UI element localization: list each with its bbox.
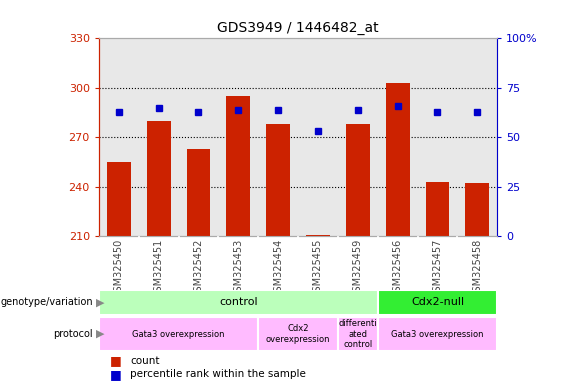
Bar [466, 184, 489, 236]
Bar [378, 317, 497, 351]
Text: GSM325458: GSM325458 [472, 239, 483, 298]
Text: ▶: ▶ [96, 329, 105, 339]
Bar [227, 96, 250, 236]
Bar [107, 162, 131, 236]
Bar [338, 317, 378, 351]
Bar [346, 124, 370, 236]
Text: GSM325459: GSM325459 [353, 239, 363, 298]
Text: genotype/variation: genotype/variation [1, 297, 93, 308]
Bar [306, 235, 330, 236]
Text: count: count [130, 356, 159, 366]
Text: differenti
ated
control: differenti ated control [338, 319, 377, 349]
Title: GDS3949 / 1446482_at: GDS3949 / 1446482_at [217, 21, 379, 35]
Text: GSM325450: GSM325450 [114, 239, 124, 298]
Text: Gata3 overexpression: Gata3 overexpression [391, 329, 484, 339]
Bar [147, 121, 171, 236]
Text: GSM325452: GSM325452 [193, 239, 203, 298]
Text: GSM325451: GSM325451 [154, 239, 164, 298]
Text: GSM325453: GSM325453 [233, 239, 244, 298]
Text: ▶: ▶ [96, 297, 105, 308]
Bar [386, 83, 410, 236]
Text: ■: ■ [110, 354, 122, 367]
Text: GSM325456: GSM325456 [393, 239, 403, 298]
Text: GSM325454: GSM325454 [273, 239, 283, 298]
Bar [99, 317, 258, 351]
Text: percentile rank within the sample: percentile rank within the sample [130, 369, 306, 379]
Bar [99, 290, 378, 315]
Text: GSM325457: GSM325457 [432, 239, 442, 298]
Bar [266, 124, 290, 236]
Bar [258, 317, 338, 351]
Text: control: control [219, 297, 258, 308]
Text: GSM325455: GSM325455 [313, 239, 323, 298]
Text: Cdx2-null: Cdx2-null [411, 297, 464, 308]
Bar [186, 149, 210, 236]
Bar [378, 290, 497, 315]
Bar [425, 182, 449, 236]
Text: protocol: protocol [54, 329, 93, 339]
Text: Cdx2
overexpression: Cdx2 overexpression [266, 324, 331, 344]
Text: ■: ■ [110, 368, 122, 381]
Text: Gata3 overexpression: Gata3 overexpression [132, 329, 225, 339]
